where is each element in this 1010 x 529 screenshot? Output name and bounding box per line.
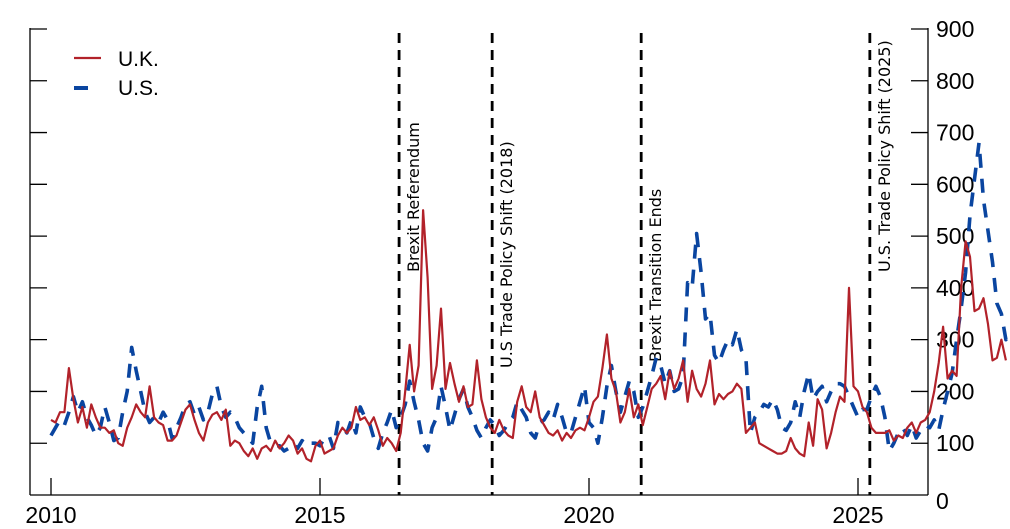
left-axis-ticks [30,28,47,444]
y-tick-label: 700 [936,120,974,146]
legend: U.K. U.S. [74,48,159,100]
series-line-us [49,141,1010,453]
legend-label-us: U.S. [118,77,159,100]
y-tick-label: 900 [936,16,974,42]
event-label: Brexit Referendum [404,122,423,272]
y-tick-label: 0 [936,488,949,514]
event-label: U.S. Trade Policy Shift (2025) [875,40,894,272]
event-label: U.S Trade Policy Shift (2018) [497,141,516,368]
y-tick-label: 200 [936,378,974,404]
x-axis-ticks: 2010 2015 2020 2025 [25,478,884,528]
legend-label-uk: U.K. [118,48,159,71]
data-series [49,141,1010,463]
y-tick-label: 400 [936,275,974,301]
y-tick-label: 800 [936,68,974,94]
y-tick-label: 600 [936,171,974,197]
y-tick-label: 100 [936,430,974,456]
x-tick-label: 2020 [563,502,614,528]
x-tick-label: 2010 [25,502,76,528]
event-markers: Brexit Referendum U.S Trade Policy Shift … [397,33,894,495]
x-tick-label: 2015 [294,502,345,528]
event-label: Brexit Transition Ends [646,189,665,362]
series-line-uk [50,209,1007,463]
x-tick-label: 2025 [832,502,883,528]
